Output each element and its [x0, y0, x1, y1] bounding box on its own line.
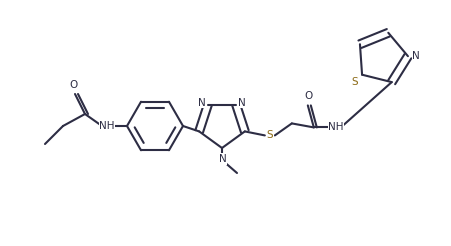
Text: N: N — [238, 98, 246, 108]
Text: S: S — [352, 77, 359, 87]
Text: NH: NH — [99, 121, 115, 131]
Text: N: N — [412, 51, 420, 61]
Text: S: S — [267, 130, 273, 140]
Text: N: N — [198, 98, 206, 108]
Text: O: O — [69, 80, 77, 90]
Text: N: N — [219, 154, 227, 164]
Text: O: O — [305, 92, 313, 101]
Text: NH: NH — [328, 123, 344, 132]
